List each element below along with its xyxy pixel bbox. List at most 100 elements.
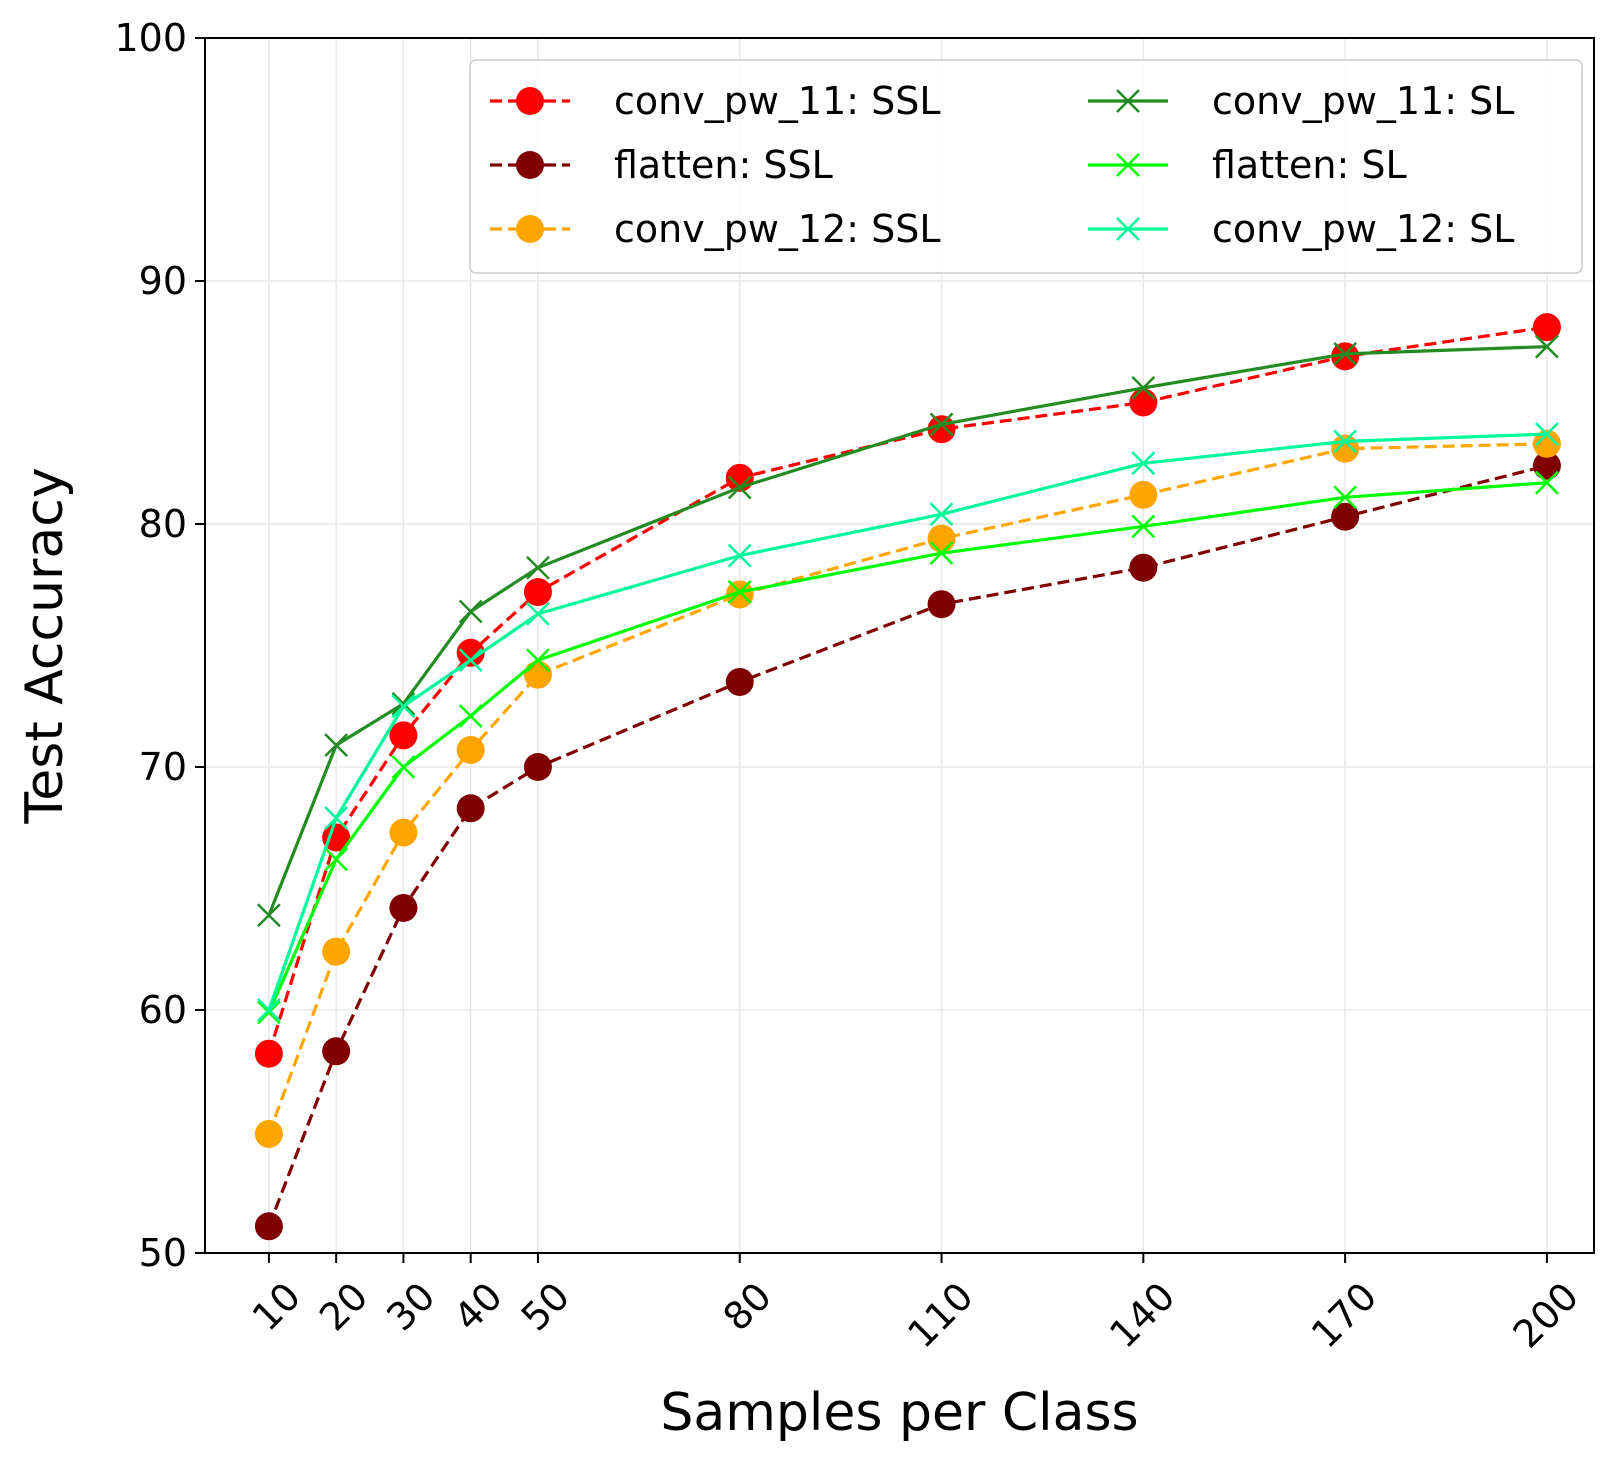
x-tick-label: 110 <box>899 1274 981 1356</box>
series-4 <box>257 470 1559 1025</box>
data-point <box>927 415 956 444</box>
plot-frame <box>204 37 1595 1254</box>
legend-item: conv_pw_12: SSL <box>490 207 941 251</box>
data-point <box>257 998 281 1022</box>
series-0 <box>254 313 1561 1068</box>
data-point <box>1532 451 1561 480</box>
legend-item: conv_pw_12: SL <box>1088 207 1514 251</box>
data-point <box>391 694 416 719</box>
series-line <box>267 481 1548 1014</box>
data-point <box>391 691 416 716</box>
data-point <box>1532 429 1561 458</box>
data-point <box>391 755 416 779</box>
legend-marker <box>516 151 544 179</box>
data-point <box>523 753 552 781</box>
data-point <box>322 823 351 852</box>
data-point <box>254 1119 283 1148</box>
legend: conv_pw_11: SSL flatten: SSL conv_pw_12: S… <box>469 59 1583 274</box>
legend-label: flatten: SL <box>1212 143 1407 187</box>
data-point <box>1131 376 1156 400</box>
legend-item: conv_pw_11: SL <box>1088 79 1514 123</box>
data-point <box>389 893 418 922</box>
data-point <box>1535 334 1559 359</box>
data-point <box>1331 502 1360 531</box>
data-point <box>1333 485 1358 510</box>
legend-marker <box>516 215 544 243</box>
x-tick-label: 20 <box>311 1274 376 1339</box>
data-point <box>927 524 956 553</box>
data-point <box>1131 451 1156 476</box>
data-point <box>389 721 418 750</box>
x-tick-label: 140 <box>1101 1274 1183 1356</box>
data-point <box>324 806 349 830</box>
legend-marker <box>1116 89 1140 113</box>
y-tick-label: 100 <box>114 16 187 60</box>
legend-item: flatten: SL <box>1088 143 1407 187</box>
legend-marker <box>1116 153 1140 177</box>
y-tick-label: 50 <box>139 1231 187 1275</box>
y-axis-title: Test Accuracy <box>15 467 75 824</box>
data-point <box>389 818 418 847</box>
legend-box <box>469 59 1583 274</box>
series-layer <box>254 313 1561 1241</box>
data-point <box>458 704 483 728</box>
x-tick-label: 30 <box>378 1274 443 1339</box>
data-point <box>254 1212 283 1241</box>
data-point <box>324 847 349 872</box>
data-point <box>1129 480 1158 509</box>
x-tick-label: 80 <box>715 1274 780 1339</box>
data-point <box>526 648 550 672</box>
legend-label: conv_pw_11: SSL <box>614 79 941 123</box>
data-point <box>322 937 351 966</box>
data-point <box>929 541 954 566</box>
legend-marker <box>1116 217 1140 241</box>
data-point <box>254 1039 283 1068</box>
x-tick-label: 40 <box>446 1274 511 1339</box>
data-point <box>1331 342 1360 371</box>
legend-item: conv_pw_11: SSL <box>490 79 941 123</box>
data-point <box>1333 429 1358 454</box>
series-1 <box>254 451 1561 1241</box>
data-point <box>322 1037 351 1066</box>
legend-label: conv_pw_11: SL <box>1212 79 1514 123</box>
data-point <box>1331 434 1360 463</box>
series-5 <box>257 422 1559 1022</box>
data-point <box>929 412 954 437</box>
data-point <box>927 590 956 619</box>
x-axis-title: Samples per Class <box>660 1383 1138 1443</box>
data-point <box>257 903 281 928</box>
data-point <box>725 580 754 609</box>
series-line <box>267 345 1547 916</box>
y-tick-label: 60 <box>139 988 187 1032</box>
data-point <box>458 599 483 624</box>
data-point <box>523 660 552 689</box>
data-point <box>1131 514 1156 539</box>
x-tick-label: 10 <box>244 1274 309 1339</box>
legend-label: flatten: SSL <box>614 143 833 187</box>
data-point <box>1535 422 1559 446</box>
legend-item: flatten: SSL <box>490 143 833 187</box>
data-point <box>523 578 552 607</box>
data-point <box>727 475 752 500</box>
data-point <box>1532 313 1561 342</box>
data-point <box>456 794 485 823</box>
data-point <box>727 543 752 568</box>
data-point <box>1129 553 1158 582</box>
y-tick-label: 90 <box>139 259 187 303</box>
series-line <box>267 442 1547 1135</box>
data-point <box>257 1000 281 1025</box>
data-point <box>725 667 754 696</box>
data-point <box>324 733 349 758</box>
legend-label: conv_pw_12: SL <box>1212 207 1514 251</box>
x-tick-label: 200 <box>1505 1274 1587 1356</box>
data-point <box>929 502 954 527</box>
legend-label: conv_pw_12: SSL <box>614 207 941 251</box>
data-point <box>526 555 550 580</box>
y-tick-label: 80 <box>139 502 187 546</box>
y-tick-label: 70 <box>139 745 187 789</box>
data-point <box>458 648 483 672</box>
legend-marker <box>516 87 544 115</box>
data-point <box>1129 388 1158 417</box>
